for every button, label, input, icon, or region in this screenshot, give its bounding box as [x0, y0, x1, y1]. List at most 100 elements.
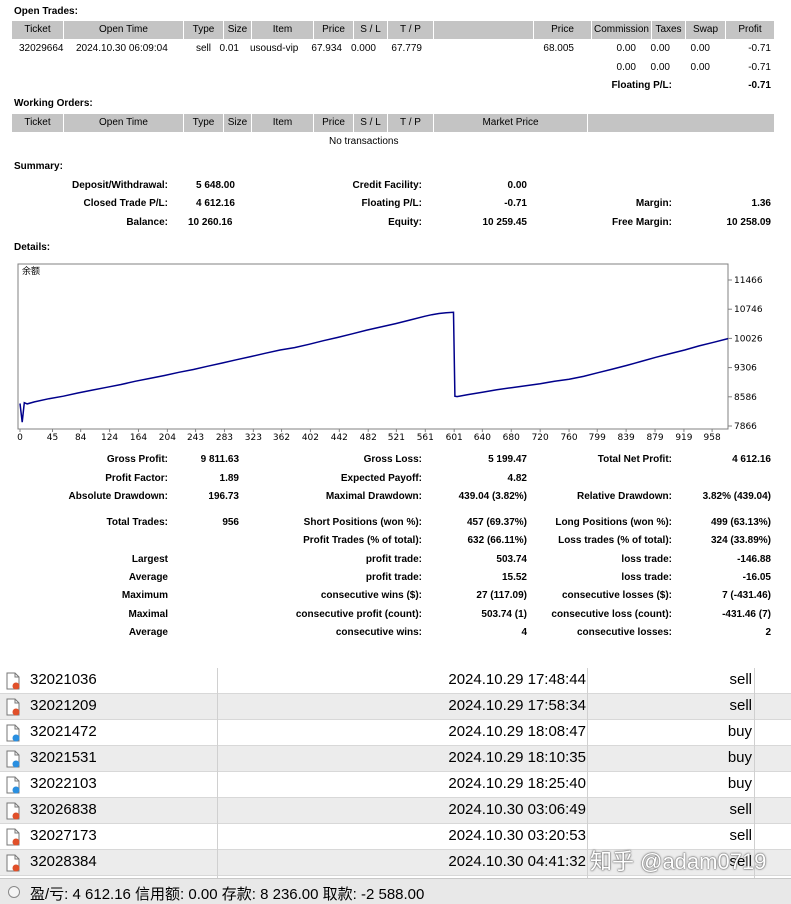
x-tick-label: 879 — [646, 433, 663, 443]
x-tick-label: 204 — [159, 433, 176, 443]
col-commission[interactable]: Commission — [592, 21, 652, 39]
wo-col-price[interactable]: Price — [314, 114, 354, 132]
col-taxes[interactable]: Taxes — [652, 21, 686, 39]
list-item[interactable]: 32021531 2024.10.29 18:10:35 buy — [0, 746, 791, 772]
wo-col-ticket[interactable]: Ticket — [12, 114, 64, 132]
list-type: buy — [727, 723, 752, 740]
profit-trades-value: 632 (66.11%) — [467, 535, 528, 546]
list-item[interactable]: 32021036 2024.10.29 17:48:44 sell — [0, 668, 791, 694]
list-time: 2024.10.29 17:48:44 — [448, 671, 586, 688]
list-time: 2024.10.30 03:06:49 — [448, 801, 586, 818]
list-ticket: 32026838 — [30, 801, 97, 818]
avg-cons-losses-label: consecutive losses: — [576, 627, 672, 638]
col-item[interactable]: Item — [252, 21, 314, 39]
x-tick-label: 839 — [618, 433, 635, 443]
open-trades-header: Ticket Open Time Type Size Item Price S … — [12, 21, 774, 39]
closed-pl-label: Closed Trade P/L: — [83, 198, 168, 209]
x-tick-label: 958 — [704, 433, 721, 443]
row-price: 67.934 — [311, 43, 342, 54]
row-tp: 67.779 — [391, 43, 422, 54]
col-size[interactable]: Size — [224, 21, 252, 39]
col-type[interactable]: Type — [184, 21, 224, 39]
total-profit: -0.71 — [748, 62, 771, 73]
list-item[interactable]: 32021209 2024.10.29 17:58:34 sell — [0, 694, 791, 720]
y-tick-label: 10026 — [734, 334, 763, 344]
expected-payoff-value: 4.82 — [507, 473, 527, 484]
status-bar: 盈/亏: 4 612.16 信用额: 0.00 存款: 8 236.00 取款:… — [0, 878, 791, 904]
buy-order-icon — [6, 776, 20, 794]
deposit-label: Deposit/Withdrawal: — [71, 180, 168, 191]
status-circle-icon — [8, 886, 20, 898]
y-tick-label: 8586 — [734, 393, 757, 403]
col-price[interactable]: Price — [314, 21, 354, 39]
list-ticket: 32028384 — [30, 853, 97, 870]
maximal-cons-loss-value: -431.46 (7) — [722, 609, 771, 620]
wo-col-open-time[interactable]: Open Time — [64, 114, 184, 132]
wo-col-type[interactable]: Type — [184, 114, 224, 132]
col-sl[interactable]: S / L — [354, 21, 388, 39]
free-margin-label: Free Margin: — [611, 217, 672, 228]
list-type: buy — [727, 749, 752, 766]
maximum-label: Maximum — [121, 590, 168, 601]
closed-pl-value: 4 612.16 — [196, 198, 235, 209]
relative-drawdown-label: Relative Drawdown: — [576, 491, 672, 502]
row-cur-price: 68.005 — [543, 43, 574, 54]
list-type: sell — [729, 827, 752, 844]
x-tick-label: 760 — [560, 433, 577, 443]
wo-col-market-price[interactable]: Market Price — [434, 114, 588, 132]
col-ticket[interactable]: Ticket — [12, 21, 64, 39]
col-swap[interactable]: Swap — [686, 21, 726, 39]
credit-label: Credit Facility: — [352, 180, 422, 191]
col-tp[interactable]: T / P — [388, 21, 434, 39]
buy-order-icon — [6, 750, 20, 768]
list-column-divider[interactable] — [754, 668, 755, 878]
sell-order-icon — [6, 854, 20, 872]
row-taxes: 0.00 — [650, 43, 670, 54]
list-item[interactable]: 32026838 2024.10.30 03:06:49 sell — [0, 798, 791, 824]
y-tick-label: 10746 — [734, 305, 763, 315]
list-item[interactable]: 32027173 2024.10.30 03:20:53 sell — [0, 824, 791, 850]
row-item: usousd-vip — [250, 43, 299, 54]
list-type: sell — [729, 697, 752, 714]
maximal-cons-profit-label: consecutive profit (count): — [295, 609, 422, 620]
col-profit[interactable]: Profit — [738, 24, 762, 35]
x-tick-label: 919 — [675, 433, 692, 443]
status-text: 盈/亏: 4 612.16 信用额: 0.00 存款: 8 236.00 取款:… — [30, 886, 425, 903]
wo-col-item[interactable]: Item — [252, 114, 314, 132]
floating-pl-value: -0.71 — [748, 80, 771, 91]
x-tick-label: 164 — [130, 433, 147, 443]
list-item[interactable]: 32021472 2024.10.29 18:08:47 buy — [0, 720, 791, 746]
balance-label: Balance: — [126, 217, 168, 228]
col-cur-price[interactable]: Price — [534, 21, 592, 39]
col-open-time[interactable]: Open Time — [64, 21, 184, 39]
list-column-divider[interactable] — [217, 668, 218, 878]
trade-history-list: 32021036 2024.10.29 17:48:44 sell 32021209 2… — [0, 668, 791, 878]
list-item[interactable]: 32022103 2024.10.29 18:25:40 buy — [0, 772, 791, 798]
buy-order-icon — [6, 724, 20, 742]
profit-factor-label: Profit Factor: — [105, 473, 168, 484]
equity-label: Equity: — [388, 217, 422, 228]
list-column-divider[interactable] — [587, 668, 588, 878]
list-type: buy — [727, 775, 752, 792]
balance-chart-svg: 余额 7866 8586 9306 10026 10746 11466 0 45 84 124 16… — [17, 263, 763, 443]
maximal-label: Maximal — [128, 609, 168, 620]
list-item[interactable]: 32028384 2024.10.30 04:41:32 sell — [0, 850, 791, 876]
balance-line-series — [19, 311, 729, 423]
list-type: sell — [729, 853, 752, 870]
list-time: 2024.10.29 17:58:34 — [448, 697, 586, 714]
summary-floating-value: -0.71 — [504, 198, 527, 209]
total-taxes: 0.00 — [650, 62, 670, 73]
x-tick-label: 442 — [331, 433, 348, 443]
absolute-drawdown-value: 196.73 — [208, 491, 239, 502]
wo-col-sl[interactable]: S / L — [354, 114, 388, 132]
wo-col-size[interactable]: Size — [224, 114, 252, 132]
average-label: Average — [128, 572, 168, 583]
sell-order-icon — [6, 672, 20, 690]
row-ticket: 32029664 — [19, 43, 64, 54]
wo-col-tp[interactable]: T / P — [388, 114, 434, 132]
max-cons-wins-label: consecutive wins ($): — [320, 590, 422, 601]
total-trades-value: 956 — [222, 517, 239, 528]
relative-drawdown-value: 3.82% (439.04) — [702, 491, 771, 502]
total-commission: 0.00 — [616, 62, 636, 73]
list-ticket: 32021209 — [30, 697, 97, 714]
